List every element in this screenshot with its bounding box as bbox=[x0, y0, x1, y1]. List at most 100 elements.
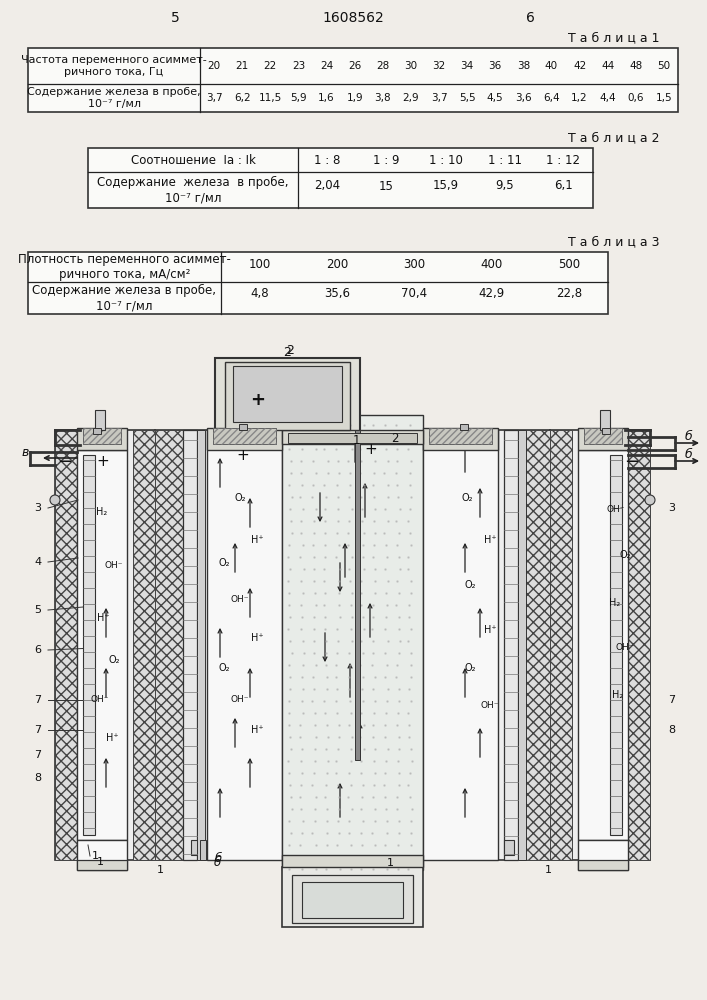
Bar bbox=[191, 840, 201, 855]
Text: H⁺: H⁺ bbox=[484, 625, 496, 635]
Text: 22: 22 bbox=[264, 61, 277, 71]
Text: 34: 34 bbox=[460, 61, 474, 71]
Bar bbox=[83, 428, 121, 444]
Text: O₂: O₂ bbox=[464, 663, 476, 673]
Text: 48: 48 bbox=[629, 61, 643, 71]
Bar bbox=[93, 428, 101, 434]
Text: 50: 50 bbox=[658, 61, 670, 71]
Bar bbox=[429, 428, 492, 444]
Bar bbox=[239, 424, 247, 430]
Bar bbox=[77, 450, 127, 840]
Text: 23: 23 bbox=[292, 61, 305, 71]
Text: H⁺: H⁺ bbox=[251, 535, 263, 545]
Bar bbox=[578, 840, 628, 870]
Text: O₂: O₂ bbox=[218, 558, 230, 568]
Text: O₂: O₂ bbox=[234, 493, 246, 503]
Text: Частота переменного асиммет-
ричного тока, Гц: Частота переменного асиммет- ричного ток… bbox=[21, 55, 207, 77]
Text: OH⁻: OH⁻ bbox=[105, 560, 123, 570]
Bar bbox=[584, 428, 622, 444]
Text: 15: 15 bbox=[379, 180, 394, 192]
Text: 40: 40 bbox=[545, 61, 558, 71]
Text: 1 : 8: 1 : 8 bbox=[315, 153, 341, 166]
Bar bbox=[355, 430, 360, 760]
Text: OH⁻: OH⁻ bbox=[230, 595, 250, 604]
Bar bbox=[600, 410, 610, 430]
Text: в: в bbox=[21, 446, 29, 458]
Bar bbox=[207, 428, 282, 450]
Text: 300: 300 bbox=[404, 258, 426, 271]
Bar bbox=[55, 430, 77, 860]
Text: 1,5: 1,5 bbox=[655, 93, 672, 103]
Text: 30: 30 bbox=[404, 61, 417, 71]
Bar bbox=[282, 415, 423, 870]
Text: Содержание  железа  в пробе,
10⁻⁷ г/мл: Содержание железа в пробе, 10⁻⁷ г/мл bbox=[98, 176, 288, 204]
Text: H⁺: H⁺ bbox=[97, 613, 110, 623]
Text: 7: 7 bbox=[35, 695, 42, 705]
Text: OH⁻: OH⁻ bbox=[90, 696, 110, 704]
Circle shape bbox=[50, 495, 60, 505]
Text: OH⁻: OH⁻ bbox=[607, 506, 625, 514]
Bar bbox=[550, 430, 650, 860]
Text: 6,1: 6,1 bbox=[554, 180, 573, 192]
Text: Соотношение  Ia : Ik: Соотношение Ia : Ik bbox=[131, 153, 255, 166]
Text: 1 : 12: 1 : 12 bbox=[547, 153, 580, 166]
Text: 2,04: 2,04 bbox=[315, 180, 341, 192]
Text: 5: 5 bbox=[170, 11, 180, 25]
Text: б: б bbox=[684, 430, 692, 444]
Bar bbox=[460, 424, 468, 430]
Text: 4,5: 4,5 bbox=[487, 93, 503, 103]
Text: 6,2: 6,2 bbox=[234, 93, 250, 103]
Text: 1 : 10: 1 : 10 bbox=[428, 153, 462, 166]
Text: 7: 7 bbox=[35, 725, 42, 735]
Text: Плотность переменного асиммет-
ричного тока, мА/см²: Плотность переменного асиммет- ричного т… bbox=[18, 253, 231, 281]
Text: 2: 2 bbox=[391, 432, 399, 444]
Text: 200: 200 bbox=[326, 258, 349, 271]
Text: −: − bbox=[624, 453, 640, 471]
Text: H₂: H₂ bbox=[96, 507, 107, 517]
Bar bbox=[200, 840, 206, 860]
Text: 44: 44 bbox=[601, 61, 614, 71]
Bar bbox=[215, 358, 360, 438]
Bar bbox=[95, 410, 105, 430]
Text: O₂: O₂ bbox=[461, 493, 473, 503]
Bar bbox=[197, 430, 205, 860]
Text: б: б bbox=[214, 852, 221, 864]
Bar bbox=[504, 430, 518, 860]
Text: 21: 21 bbox=[235, 61, 249, 71]
Bar bbox=[578, 450, 628, 840]
Bar bbox=[83, 428, 121, 444]
Text: 3: 3 bbox=[669, 503, 675, 513]
Bar bbox=[88, 148, 593, 208]
Text: Содержание железа в пробе,
10⁻⁷ г/мл: Содержание железа в пробе, 10⁻⁷ г/мл bbox=[27, 87, 201, 109]
Text: 5,9: 5,9 bbox=[290, 93, 307, 103]
Text: 2: 2 bbox=[286, 344, 294, 357]
Text: Т а б л и ц а 1: Т а б л и ц а 1 bbox=[568, 31, 660, 44]
Text: 7: 7 bbox=[668, 695, 676, 705]
Text: 4,4: 4,4 bbox=[600, 93, 616, 103]
Text: 3,8: 3,8 bbox=[375, 93, 391, 103]
Text: 1,9: 1,9 bbox=[346, 93, 363, 103]
Text: H⁺: H⁺ bbox=[251, 633, 263, 643]
Bar bbox=[628, 430, 650, 860]
Bar bbox=[282, 867, 423, 927]
Text: 2: 2 bbox=[283, 346, 291, 359]
Text: 8: 8 bbox=[35, 773, 42, 783]
Text: 1: 1 bbox=[352, 434, 360, 446]
Text: б: б bbox=[684, 448, 692, 462]
Bar bbox=[518, 430, 526, 860]
Text: 3,7: 3,7 bbox=[206, 93, 223, 103]
Bar bbox=[77, 840, 127, 870]
Bar bbox=[207, 430, 282, 860]
Text: 1 : 11: 1 : 11 bbox=[488, 153, 522, 166]
Bar bbox=[155, 430, 550, 860]
Text: 4,8: 4,8 bbox=[250, 288, 269, 300]
Text: 42: 42 bbox=[573, 61, 586, 71]
Text: 28: 28 bbox=[376, 61, 390, 71]
Text: 1: 1 bbox=[91, 851, 98, 861]
Bar bbox=[133, 430, 155, 860]
Text: 1,6: 1,6 bbox=[318, 93, 335, 103]
Text: 1: 1 bbox=[544, 865, 551, 875]
Bar bbox=[83, 455, 95, 835]
Text: OH⁻: OH⁻ bbox=[481, 700, 499, 710]
Text: 42,9: 42,9 bbox=[479, 288, 505, 300]
